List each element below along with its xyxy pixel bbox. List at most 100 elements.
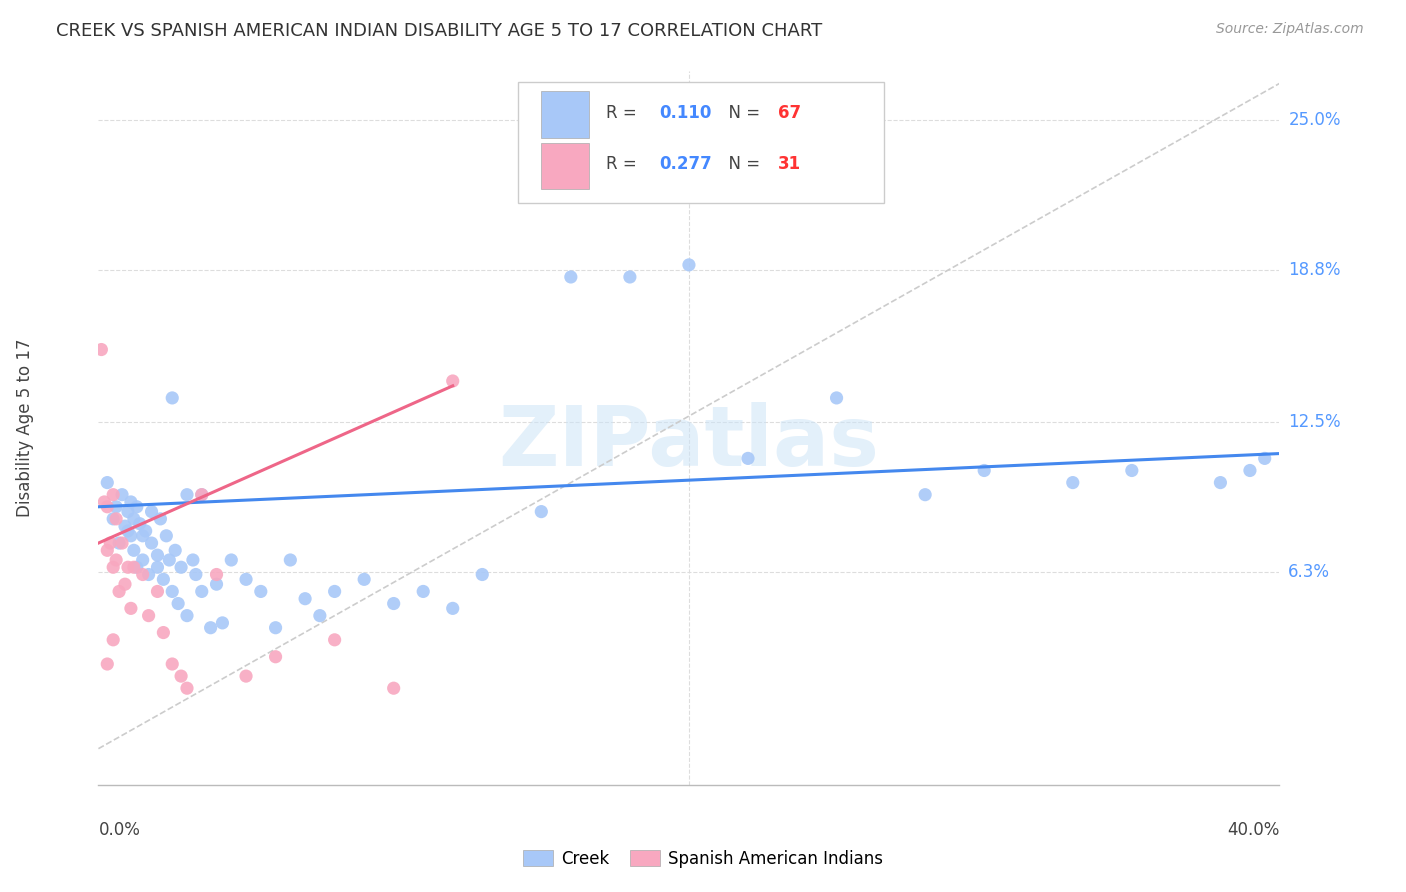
Point	[122, 543, 145, 558]
Text: 12.5%: 12.5%	[1288, 413, 1341, 431]
Point	[105, 512, 128, 526]
Point	[353, 572, 375, 586]
Point	[191, 488, 214, 502]
Point	[162, 657, 183, 671]
Point	[96, 657, 118, 671]
Point	[105, 553, 128, 567]
Text: 40.0%: 40.0%	[1227, 822, 1279, 839]
Point	[103, 512, 125, 526]
Point	[176, 608, 198, 623]
Point	[138, 567, 160, 582]
Point	[471, 567, 494, 582]
Point	[441, 374, 464, 388]
Text: Source: ZipAtlas.com: Source: ZipAtlas.com	[1216, 22, 1364, 37]
Point	[264, 649, 287, 664]
FancyBboxPatch shape	[541, 143, 589, 189]
Point	[132, 567, 155, 582]
Point	[152, 625, 174, 640]
Text: N =: N =	[718, 155, 766, 173]
Point	[973, 463, 995, 477]
Point	[117, 505, 139, 519]
Point	[184, 567, 207, 582]
Text: ZIPatlas: ZIPatlas	[499, 402, 879, 483]
Point	[294, 591, 316, 606]
Point	[111, 536, 134, 550]
Point	[162, 584, 183, 599]
Point	[382, 681, 405, 696]
Point	[120, 601, 142, 615]
Point	[96, 475, 118, 490]
Point	[141, 505, 163, 519]
Point	[103, 560, 125, 574]
Text: 67: 67	[778, 103, 800, 121]
Text: 0.0%: 0.0%	[98, 822, 141, 839]
Point	[120, 495, 142, 509]
Point	[1239, 463, 1261, 477]
Text: 31: 31	[778, 155, 800, 173]
Point	[211, 615, 233, 630]
Point	[176, 488, 198, 502]
Point	[117, 524, 139, 538]
Point	[108, 536, 131, 550]
Point	[382, 597, 405, 611]
Point	[914, 488, 936, 502]
Point	[108, 584, 131, 599]
Point	[170, 560, 193, 574]
Point	[264, 621, 287, 635]
Point	[146, 584, 169, 599]
Point	[105, 500, 128, 514]
Point	[122, 560, 145, 574]
Point	[619, 270, 641, 285]
Point	[146, 548, 169, 562]
Point	[1062, 475, 1084, 490]
Text: R =: R =	[606, 103, 643, 121]
Text: 0.110: 0.110	[659, 103, 711, 121]
Point	[132, 529, 155, 543]
Point	[120, 529, 142, 543]
Point	[125, 500, 148, 514]
Point	[441, 601, 464, 615]
Point	[98, 536, 121, 550]
Point	[162, 391, 183, 405]
Point	[90, 343, 112, 357]
Point	[103, 488, 125, 502]
Text: 6.3%: 6.3%	[1288, 563, 1330, 581]
Text: 18.8%: 18.8%	[1288, 260, 1341, 278]
Point	[235, 669, 257, 683]
Point	[135, 524, 157, 538]
Point	[191, 488, 214, 502]
Point	[114, 519, 136, 533]
Point	[560, 270, 582, 285]
Point	[146, 560, 169, 574]
Point	[103, 632, 125, 647]
Text: Disability Age 5 to 17: Disability Age 5 to 17	[15, 339, 34, 517]
Point	[132, 553, 155, 567]
Point	[141, 536, 163, 550]
Point	[170, 669, 193, 683]
Text: 0.277: 0.277	[659, 155, 713, 173]
Point	[1121, 463, 1143, 477]
Point	[191, 584, 214, 599]
Point	[278, 553, 302, 567]
Point	[93, 495, 115, 509]
Point	[678, 258, 700, 272]
Point	[205, 577, 228, 591]
Point	[200, 621, 222, 635]
Point	[149, 512, 172, 526]
Point	[181, 553, 204, 567]
Text: N =: N =	[718, 103, 766, 121]
Point	[219, 553, 243, 567]
Point	[825, 391, 848, 405]
Point	[1254, 451, 1277, 466]
Point	[167, 597, 190, 611]
Point	[114, 577, 136, 591]
Point	[155, 529, 177, 543]
Point	[235, 572, 257, 586]
FancyBboxPatch shape	[517, 82, 884, 203]
Point	[96, 500, 118, 514]
Point	[1209, 475, 1232, 490]
Point	[111, 488, 134, 502]
Point	[323, 632, 346, 647]
Point	[412, 584, 434, 599]
Point	[122, 512, 145, 526]
